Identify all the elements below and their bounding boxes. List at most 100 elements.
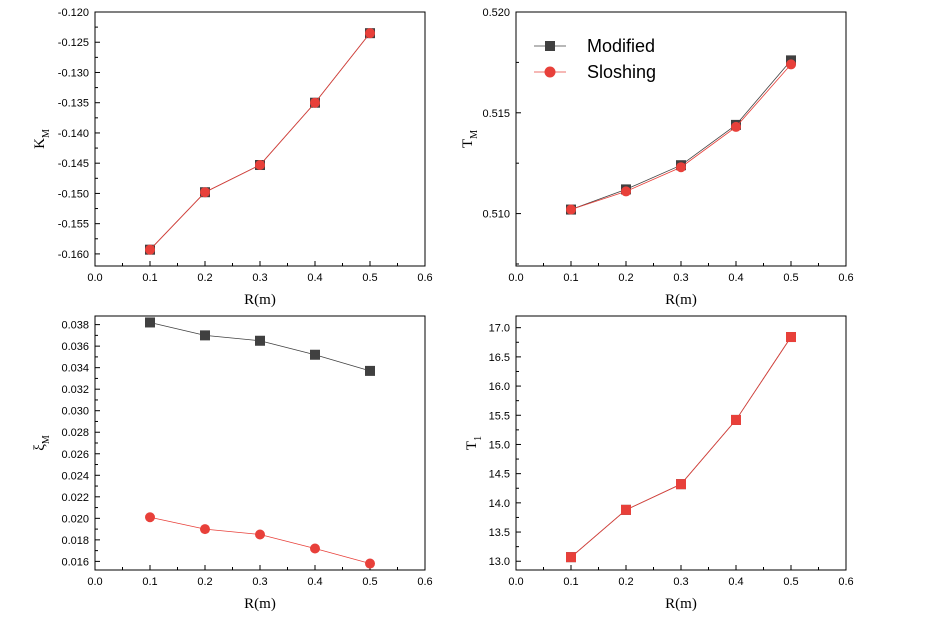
t1-y-tick-label: 16.5 [489,352,510,364]
panel-t1-chart: 0.0 0.1 0.2 0.3 0.4 0.5 0.6 13.0 13.5 14.0 14.5 15.… [464,315,854,612]
km-sloshing-point [200,187,210,198]
t1-y-tick-label: 16.0 [489,381,510,393]
xi-y-axis-title-main: ξ [32,444,48,451]
km-x-tick-label: 0.6 [417,272,432,284]
tm-x-axis-title: R(m) [665,292,697,308]
t1-y-axis-title-main: T [464,441,480,450]
tm-x-tick-label: 0.1 [563,272,578,284]
panel-km-chart: 0.0 0.1 0.2 0.3 0.4 0.5 0.6 -0.120 -0.125 -0.130 -… [32,7,433,308]
xi-modified-point [200,330,210,341]
xi-y-tick-label: 0.028 [61,427,89,439]
tm-x-tick-label: 0.3 [673,272,688,284]
xi-x-tick-label: 0.6 [417,576,432,588]
km-x-tick-label: 0.5 [362,272,377,284]
tm-y-axis-title-sub: M [469,130,480,139]
xi-y-tick-label: 0.030 [61,406,89,418]
t1-y-tick-label: 14.0 [489,498,510,510]
xi-x-tick-label: 0.1 [142,576,157,588]
km-y-axis-title: KM [32,129,52,149]
panel-xi-chart: 0.0 0.1 0.2 0.3 0.4 0.5 0.6 0.016 0.018 0.020 0.02… [32,315,433,612]
legend-modified-label: Modified [587,36,655,56]
km-sloshing-series-line [149,32,371,250]
xi-x-tick-label: 0.3 [252,576,267,588]
t1-x-tick-label: 0.4 [728,576,743,588]
xi-y-axis-title-sub: M [41,435,52,444]
km-sloshing-point [365,28,375,39]
xi-sloshing-point [145,512,155,523]
t1-sloshing-series-line [570,336,792,558]
xi-x-tick-label: 0.2 [197,576,212,588]
t1-sloshing-point [786,332,796,343]
t1-y-tick-label: 13.0 [489,556,510,568]
tm-y-tick-label: 0.510 [482,209,510,221]
tm-y-axis-title-main: T [460,139,476,148]
t1-modified-series-line [570,336,792,558]
t1-y-tick-label: 17.0 [489,323,510,335]
tm-sloshing-point [676,162,686,173]
tm-x-tick-label: 0.0 [508,272,523,284]
t1-y-tick-label: 13.5 [489,527,510,539]
xi-y-tick-label: 0.020 [61,513,89,525]
xi-sloshing-point [365,558,375,569]
km-sloshing-point [255,160,265,171]
xi-sloshing-series-line [149,516,371,564]
t1-sloshing-point [676,479,686,490]
t1-x-tick-label: 0.5 [783,576,798,588]
t1-y-tick-label: 15.0 [489,439,510,451]
t1-x-tick-label: 0.6 [838,576,853,588]
km-x-axis-title: R(m) [244,292,276,308]
t1-sloshing-point [731,414,741,425]
tm-x-tick-label: 0.4 [728,272,743,284]
km-modified-series-line [149,32,371,250]
tm-x-tick-label: 0.6 [838,272,853,284]
tm-modified-series-line [570,60,792,210]
t1-sloshing-point [621,504,631,515]
km-y-tick-label: -0.140 [58,128,89,140]
t1-y-tick-label: 15.5 [489,410,510,422]
xi-y-axis-title: ξM [32,435,52,451]
t1-y-axis-title: T1 [464,436,484,450]
t1-y-tick-label: 14.5 [489,469,510,481]
km-y-tick-label: -0.125 [58,37,89,49]
xi-modified-point [310,349,320,360]
tm-x-tick-label: 0.2 [618,272,633,284]
km-y-axis-title-main: K [32,138,48,149]
xi-sloshing-point [310,543,320,554]
xi-y-tick-label: 0.022 [61,492,89,504]
km-y-tick-label: -0.145 [58,158,89,170]
t1-x-tick-label: 0.2 [618,576,633,588]
tm-y-axis-title: TM [460,130,480,148]
legend: Modified Sloshing [534,36,656,82]
km-y-tick-label: -0.150 [58,188,89,200]
xi-y-tick-label: 0.036 [61,341,89,353]
xi-y-tick-label: 0.018 [61,535,89,547]
t1-x-tick-label: 0.3 [673,576,688,588]
xi-modified-series-line [149,322,371,372]
xi-modified-point [365,365,375,376]
km-x-tick-label: 0.1 [142,272,157,284]
xi-x-tick-label: 0.0 [87,576,102,588]
tm-sloshing-point [731,121,741,132]
tm-y-tick-label: 0.515 [482,108,510,120]
xi-y-tick-label: 0.024 [61,470,89,482]
km-x-tick-label: 0.4 [307,272,322,284]
tm-y-tick-label: 0.520 [482,7,510,19]
km-y-tick-label: -0.135 [58,98,89,110]
t1-x-tick-label: 0.1 [563,576,578,588]
tm-sloshing-series-line [570,64,792,210]
xi-x-tick-label: 0.4 [307,576,322,588]
km-y-tick-label: -0.160 [58,249,89,261]
tm-plot-frame [515,11,847,267]
km-sloshing-point [310,97,320,108]
xi-y-tick-label: 0.038 [61,320,89,332]
xi-y-tick-label: 0.034 [61,363,89,375]
tm-sloshing-point [566,204,576,215]
t1-sloshing-point [566,552,576,563]
xi-y-tick-label: 0.016 [61,556,89,568]
km-plot-frame [94,11,426,267]
km-y-tick-label: -0.120 [58,7,89,19]
km-x-tick-label: 0.3 [252,272,267,284]
km-y-tick-label: -0.155 [58,219,89,231]
legend-sloshing-marker [544,66,556,78]
